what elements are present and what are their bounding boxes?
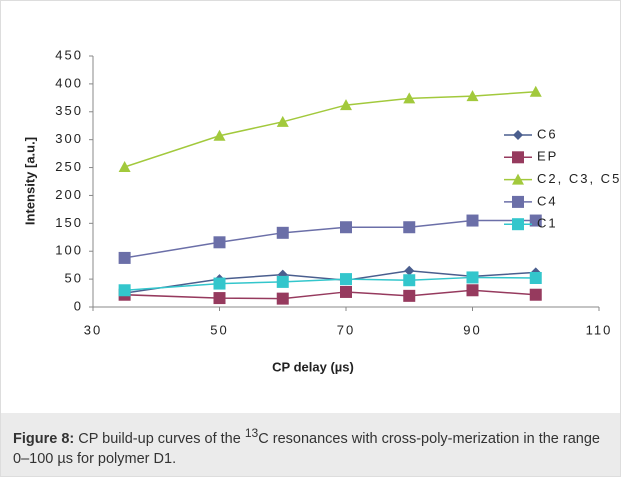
- marker: [529, 85, 542, 97]
- legend-label: C6: [537, 126, 558, 141]
- caption-label: Figure 8:: [13, 430, 75, 447]
- marker: [276, 115, 289, 127]
- caption: Figure 8: CP build-up curves of the 13C …: [1, 413, 620, 476]
- y-tick-label: 150: [55, 215, 83, 230]
- marker: [403, 274, 416, 287]
- marker: [340, 273, 352, 286]
- marker: [213, 236, 226, 249]
- legend-marker: [512, 195, 524, 208]
- marker: [404, 265, 415, 276]
- marker: [529, 288, 542, 301]
- marker: [118, 160, 131, 172]
- y-tick-label: 450: [55, 47, 83, 62]
- y-tick-label: 0: [74, 298, 83, 313]
- legend-marker: [512, 173, 524, 185]
- marker: [466, 90, 479, 102]
- marker: [118, 251, 131, 264]
- legend-marker: [512, 151, 524, 164]
- legend-label: EP: [537, 149, 558, 164]
- series-line: [124, 90, 536, 168]
- x-tick-label: 70: [337, 322, 355, 337]
- marker: [340, 221, 352, 234]
- caption-sup: 13: [244, 426, 259, 440]
- legend-label: C4: [537, 193, 558, 208]
- x-tick-label: 110: [586, 322, 613, 337]
- caption-text: CP build-up curves of the: [74, 430, 245, 447]
- caption-text: C resonances with cross-poly-merization …: [13, 430, 600, 467]
- legend-label: C1: [537, 216, 558, 231]
- y-axis-title: Intensity [a.u.]: [22, 137, 37, 225]
- y-tick-label: 400: [55, 75, 83, 90]
- marker: [466, 284, 479, 297]
- marker: [118, 284, 131, 297]
- marker: [403, 289, 416, 302]
- marker: [529, 214, 542, 227]
- legend-marker: [512, 218, 524, 231]
- x-tick-label: 90: [463, 322, 481, 337]
- marker: [276, 226, 289, 239]
- x-tick-label: 30: [84, 322, 102, 337]
- marker: [403, 221, 416, 234]
- marker: [340, 285, 352, 298]
- legend-marker: [513, 130, 523, 140]
- marker: [529, 271, 542, 284]
- marker: [276, 275, 289, 288]
- y-tick-label: 350: [55, 103, 83, 118]
- chart: Intensity [a.u.] CP delay (µs) 0 50 100 150…: [22, 47, 620, 374]
- legend-label: C2, C3, C5: [537, 171, 620, 186]
- y-tick-label: 250: [55, 159, 83, 174]
- y-tick-label: 100: [55, 243, 83, 258]
- marker: [466, 214, 479, 227]
- marker: [213, 277, 226, 290]
- marker: [213, 292, 226, 305]
- y-tick-label: 200: [55, 187, 83, 202]
- y-tick-label: 300: [55, 131, 83, 146]
- marker: [340, 99, 352, 111]
- y-tick-label: 50: [65, 271, 83, 286]
- marker: [213, 129, 226, 141]
- marker: [466, 271, 479, 284]
- x-axis-title: CP delay (µs): [272, 359, 354, 374]
- x-tick-label: 50: [210, 322, 228, 337]
- marker: [276, 292, 289, 305]
- marker: [403, 92, 416, 104]
